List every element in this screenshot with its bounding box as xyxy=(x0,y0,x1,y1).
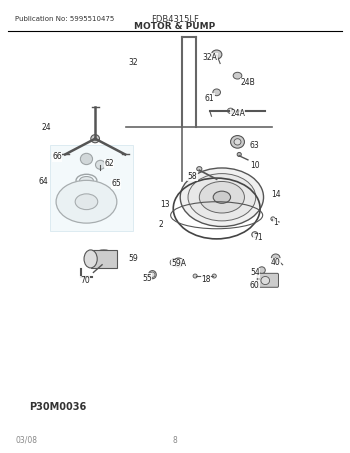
Ellipse shape xyxy=(271,217,275,221)
Ellipse shape xyxy=(56,180,117,223)
Text: 13: 13 xyxy=(160,200,169,209)
Text: 64: 64 xyxy=(38,177,48,186)
Ellipse shape xyxy=(79,177,93,185)
Text: 2: 2 xyxy=(159,220,163,229)
Text: FDB4315LF: FDB4315LF xyxy=(151,15,199,24)
Text: 61: 61 xyxy=(205,94,215,103)
FancyBboxPatch shape xyxy=(257,273,279,287)
Text: 14: 14 xyxy=(271,190,280,199)
Text: 03/08: 03/08 xyxy=(15,436,37,445)
Ellipse shape xyxy=(271,254,280,262)
Ellipse shape xyxy=(80,153,92,164)
Ellipse shape xyxy=(228,108,234,114)
Text: 54: 54 xyxy=(250,268,260,277)
Ellipse shape xyxy=(258,267,265,274)
Ellipse shape xyxy=(213,89,220,96)
Text: P30M0036: P30M0036 xyxy=(29,402,86,412)
Text: 71: 71 xyxy=(253,233,263,242)
Text: 60: 60 xyxy=(250,280,260,289)
Ellipse shape xyxy=(173,258,184,267)
Ellipse shape xyxy=(193,274,197,278)
Ellipse shape xyxy=(170,259,176,266)
Text: 58: 58 xyxy=(188,172,197,181)
Text: MOTOR & PUMP: MOTOR & PUMP xyxy=(134,22,216,31)
Text: 24B: 24B xyxy=(240,78,255,87)
Ellipse shape xyxy=(252,231,258,237)
Text: 24: 24 xyxy=(42,123,51,132)
Text: 18: 18 xyxy=(202,275,211,284)
Text: 10: 10 xyxy=(250,161,260,170)
Text: 59A: 59A xyxy=(171,259,186,268)
Text: Publication No: 5995510475: Publication No: 5995510475 xyxy=(15,16,114,22)
Ellipse shape xyxy=(199,182,244,213)
Ellipse shape xyxy=(212,274,216,278)
Ellipse shape xyxy=(261,276,270,284)
Text: 32A: 32A xyxy=(202,53,217,62)
Ellipse shape xyxy=(150,272,155,277)
FancyBboxPatch shape xyxy=(50,145,133,231)
Ellipse shape xyxy=(213,191,231,203)
Text: 62: 62 xyxy=(104,159,114,168)
Ellipse shape xyxy=(96,160,105,169)
Ellipse shape xyxy=(91,135,99,143)
Ellipse shape xyxy=(84,250,97,268)
Ellipse shape xyxy=(188,173,256,221)
Ellipse shape xyxy=(237,153,241,156)
Text: 32: 32 xyxy=(128,58,138,67)
Text: 24A: 24A xyxy=(230,110,245,118)
Ellipse shape xyxy=(180,168,264,226)
Text: 8: 8 xyxy=(173,436,177,445)
Bar xyxy=(91,250,117,268)
Text: 40: 40 xyxy=(271,258,281,267)
Ellipse shape xyxy=(75,194,98,210)
Ellipse shape xyxy=(197,167,202,171)
Text: 63: 63 xyxy=(250,141,260,150)
Text: 55: 55 xyxy=(142,274,152,283)
Text: 70: 70 xyxy=(80,276,90,285)
Text: 65: 65 xyxy=(111,179,121,188)
Ellipse shape xyxy=(234,139,241,145)
Ellipse shape xyxy=(233,72,242,79)
Ellipse shape xyxy=(211,50,222,59)
Ellipse shape xyxy=(231,135,244,148)
Ellipse shape xyxy=(91,250,117,268)
Text: 1: 1 xyxy=(273,218,278,227)
Text: 66: 66 xyxy=(52,152,62,161)
Text: 59: 59 xyxy=(128,255,138,263)
